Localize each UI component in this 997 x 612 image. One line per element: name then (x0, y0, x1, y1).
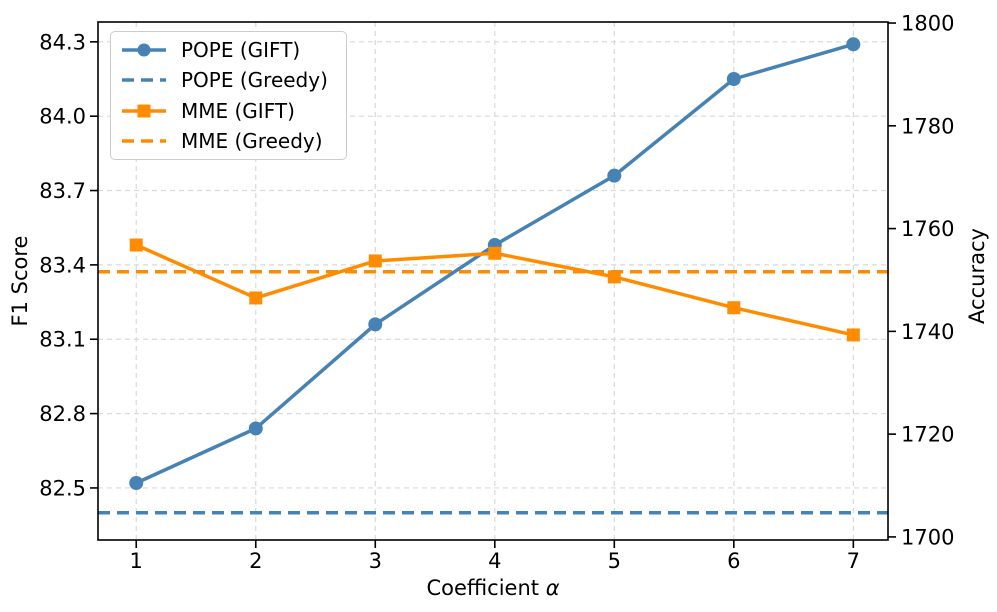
right-tick-label: 1720 (901, 423, 954, 447)
grid-lines (98, 22, 888, 540)
legend-item-mme-gift: MME (GIFT) (119, 97, 340, 125)
left-tick-label: 83.1 (39, 328, 86, 352)
x-tick-label: 5 (608, 549, 621, 573)
right-tick-label: 1780 (901, 114, 954, 138)
x-tick-label: 4 (488, 549, 501, 573)
axis-ticks (90, 22, 896, 548)
left-tick-label: 83.4 (39, 253, 86, 277)
left-tick-label: 82.8 (39, 402, 86, 426)
data-point (129, 475, 144, 490)
series-pope-gift-markers (129, 37, 861, 490)
chart-legend: POPE (GIFT) POPE (Greedy) MME (GIFT) MME… (110, 31, 347, 160)
left-axis-title: F1 Score (8, 235, 32, 327)
right-tick-label: 1740 (901, 320, 954, 344)
legend-sample-solid-square (122, 104, 166, 118)
legend-sample-dashed-line (122, 139, 166, 143)
x-axis-title-text: Coefficient (426, 576, 546, 600)
data-point (846, 37, 861, 52)
legend-sample-dashed-line (122, 78, 166, 83)
data-point (727, 301, 741, 315)
x-axis-title: Coefficient α (426, 576, 559, 600)
right-tick-label: 1800 (901, 12, 954, 36)
plot-border (97, 21, 889, 541)
data-point (368, 317, 383, 332)
data-point (607, 168, 622, 183)
data-point (726, 72, 741, 87)
left-tick-label: 84.3 (39, 30, 86, 54)
x-tick-label: 7 (847, 549, 860, 573)
data-point (368, 254, 382, 268)
legend-label: POPE (GIFT) (181, 38, 301, 63)
x-tick-label: 3 (369, 549, 382, 573)
data-point (846, 328, 860, 342)
x-tick-label: 1 (130, 549, 143, 573)
legend-label: MME (GIFT) (181, 98, 295, 123)
series-mme-gift-markers (129, 238, 860, 342)
legend-label: POPE (Greedy) (181, 68, 328, 93)
left-tick-label: 83.7 (39, 179, 86, 203)
alpha-symbol: α (545, 576, 560, 600)
legend-item-pope-greedy: POPE (Greedy) (119, 66, 340, 94)
left-tick-label: 84.0 (39, 105, 86, 129)
right-tick-label: 1760 (901, 217, 954, 241)
legend-item-pope-gift: POPE (GIFT) (119, 36, 340, 64)
x-tick-label: 6 (727, 549, 740, 573)
right-axis-title: Accuracy (965, 228, 989, 324)
data-point (249, 291, 263, 305)
x-tick-label: 2 (249, 549, 262, 573)
data-point (488, 246, 502, 260)
legend-label: MME (Greedy) (181, 128, 323, 153)
right-tick-label: 1700 (901, 525, 954, 549)
tick-labels: 82.5 82.8 83.1 83.4 83.7 84.0 84.3 1700 1720 1740… (39, 12, 954, 573)
data-point (248, 421, 263, 436)
legend-sample-solid-circle (122, 43, 166, 57)
left-tick-label: 82.5 (39, 476, 86, 500)
data-point (129, 238, 143, 252)
data-point (607, 270, 621, 284)
legend-item-mme-greedy: MME (Greedy) (119, 127, 340, 155)
